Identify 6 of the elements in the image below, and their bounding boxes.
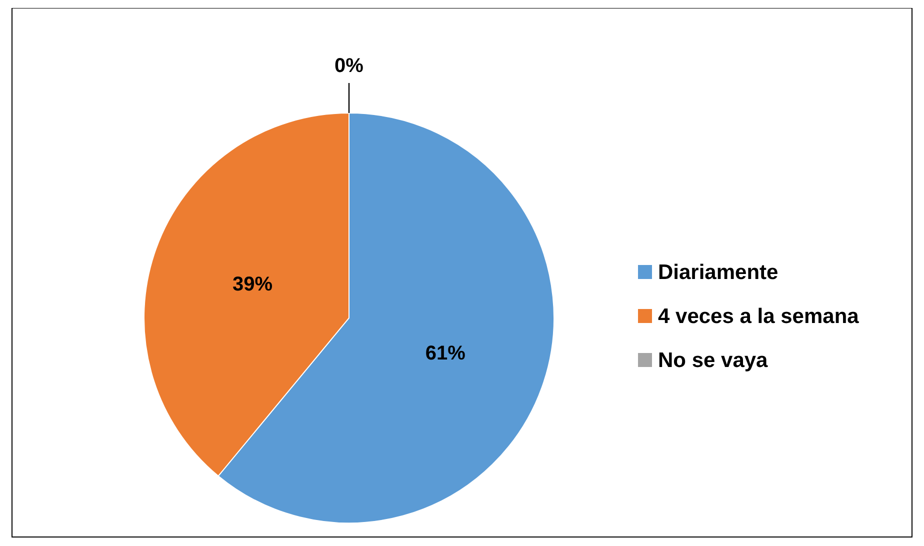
legend-label: 4 veces a la semana — [658, 305, 860, 328]
data-label: 39% — [232, 273, 273, 296]
text: 0% — [334, 55, 364, 77]
legend-label: Diariamente — [658, 261, 778, 284]
legend-label: No se vaya — [658, 349, 768, 372]
data-label: 61% — [425, 342, 466, 365]
